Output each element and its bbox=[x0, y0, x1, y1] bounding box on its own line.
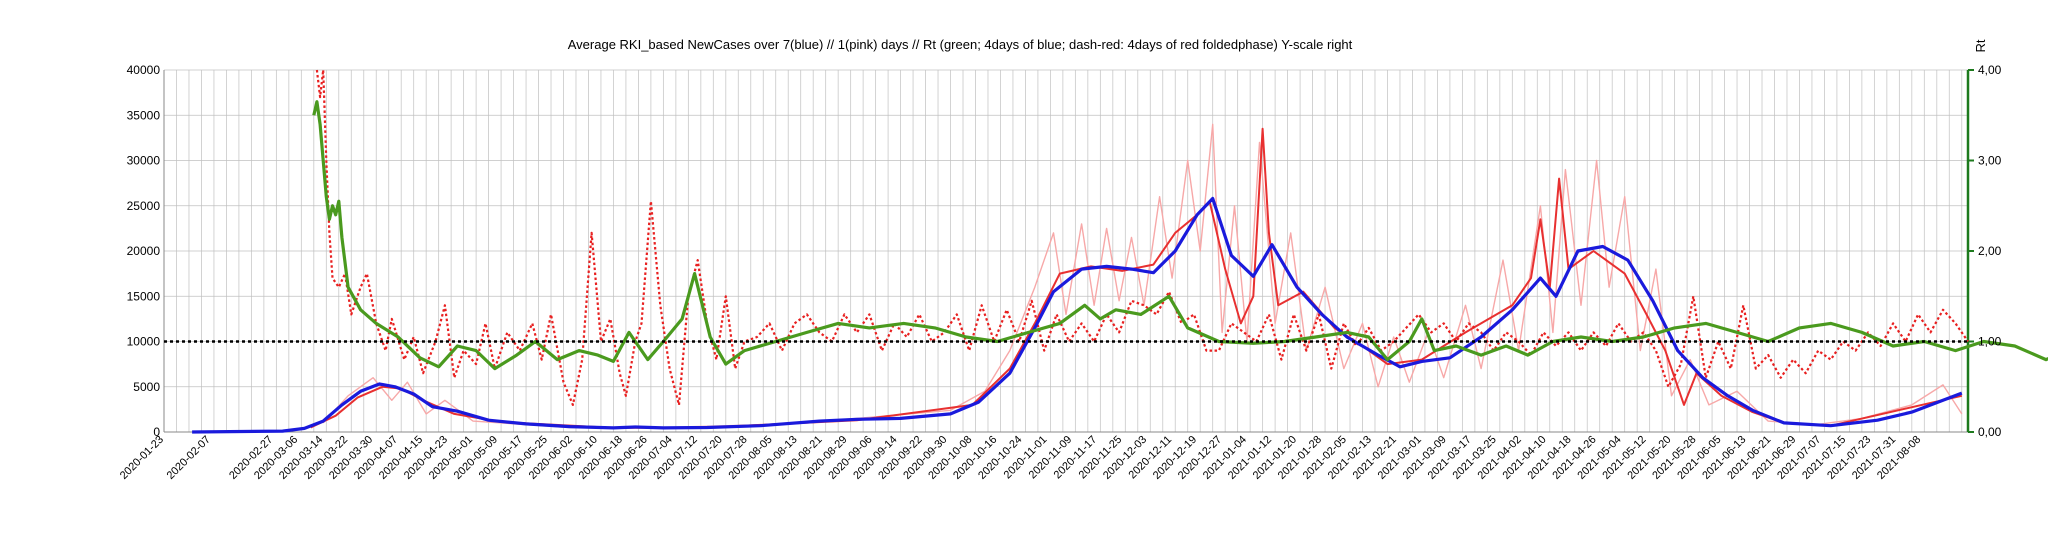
y-tick-label: 20000 bbox=[127, 244, 161, 258]
y2-tick-label: 4,00 bbox=[1978, 63, 2002, 77]
y-tick-label: 30000 bbox=[127, 154, 161, 168]
series-line-red bbox=[310, 127, 1963, 429]
chart-title: Average RKI_based NewCases over 7(blue) … bbox=[568, 37, 1353, 52]
y-tick-label: 25000 bbox=[127, 199, 161, 213]
y-tick-label: 40000 bbox=[127, 63, 161, 77]
y2-tick-label: 0,00 bbox=[1978, 425, 2002, 439]
series-line-blue bbox=[192, 196, 1963, 434]
y-tick-label: 15000 bbox=[127, 289, 161, 303]
series-line-pink bbox=[322, 123, 1963, 429]
y-tick-label: 10000 bbox=[127, 335, 161, 349]
axes bbox=[163, 69, 1974, 433]
y2-tick-label: 1,00 bbox=[1978, 335, 2002, 349]
y-tick-label: 5000 bbox=[133, 380, 160, 394]
y-tick-label: 35000 bbox=[127, 108, 161, 122]
series-line-dash-red bbox=[315, 68, 1969, 406]
y2-tick-label: 2,00 bbox=[1978, 244, 2002, 258]
series-group bbox=[164, 68, 2048, 434]
x-tick-label: 2020-01-23 bbox=[118, 434, 166, 482]
x-tick-label: 2020-02-07 bbox=[165, 434, 213, 482]
series-line-green bbox=[312, 100, 2048, 371]
y2-tick-label: 3,00 bbox=[1978, 154, 2002, 168]
y-tick-label: 0 bbox=[153, 425, 160, 439]
grid bbox=[163, 69, 1968, 433]
y2-axis-label: Rt bbox=[1973, 39, 1988, 52]
